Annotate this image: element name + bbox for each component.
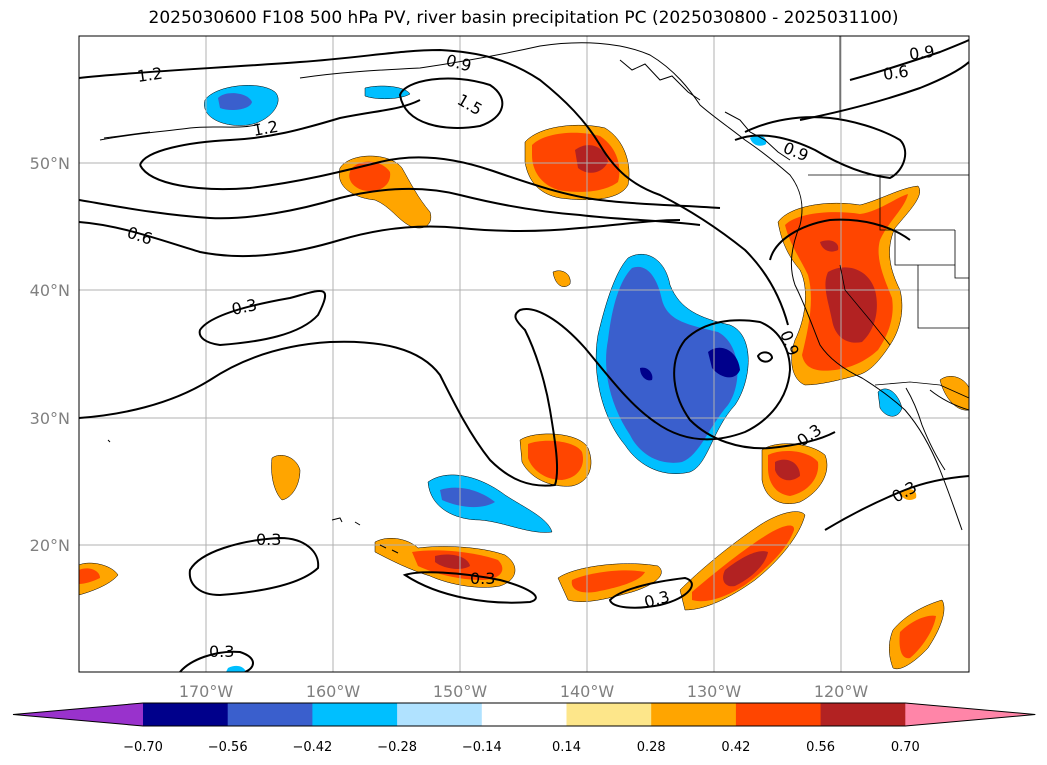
positive-anomaly-region bbox=[899, 615, 936, 659]
positive-anomaly-region bbox=[820, 240, 839, 252]
negative-anomaly-region bbox=[226, 665, 246, 672]
colorbar-tick-label: −0.70 bbox=[123, 740, 163, 755]
map-frame bbox=[78, 35, 970, 673]
lat-label-50n: 50°N bbox=[30, 154, 70, 173]
contour-label: 0.3 bbox=[256, 530, 281, 549]
lon-label-160w: 160°W bbox=[306, 682, 361, 701]
colorbar-segment bbox=[397, 703, 483, 726]
negative-anomaly-region bbox=[218, 93, 252, 110]
negative-anomaly-region bbox=[440, 487, 495, 508]
positive-anomaly-region bbox=[775, 459, 800, 481]
lon-label-120w: 120°W bbox=[814, 682, 869, 701]
colorbar-segment bbox=[651, 703, 737, 726]
positive-anomaly-region bbox=[552, 270, 571, 287]
positive-anomaly-region bbox=[271, 455, 301, 501]
positive-anomaly-region bbox=[528, 440, 584, 480]
positive-anomaly-region bbox=[79, 568, 100, 584]
contour-label: 0.3 bbox=[470, 569, 495, 588]
colorbar-tick-label: 0.70 bbox=[891, 740, 920, 755]
positive-anomaly-region bbox=[435, 554, 470, 569]
negative-anomaly-region bbox=[364, 85, 411, 99]
colorbar-tick-label: −0.28 bbox=[377, 740, 417, 755]
colorbar-segment bbox=[735, 703, 822, 726]
positive-anomaly-region bbox=[723, 551, 768, 587]
colorbar-extension-min bbox=[13, 703, 143, 726]
positive-anomaly-region bbox=[825, 267, 877, 343]
positive-anomaly-region bbox=[349, 161, 391, 192]
colorbar: −0.70 −0.56 −0.42 −0.28 −0.14 0.14 0.28 0.42 0.5… bbox=[12, 702, 1036, 755]
contour-label: 1.2 bbox=[251, 117, 279, 140]
negative-anomaly-region bbox=[640, 367, 653, 381]
lon-label-150w: 150°W bbox=[433, 682, 488, 701]
colorbar-tick-label: −0.56 bbox=[208, 740, 248, 755]
colorbar-tick-label: 0.56 bbox=[806, 740, 835, 755]
lon-label-140w: 140°W bbox=[560, 682, 615, 701]
latitude-labels: 50°N 40°N 30°N 20°N bbox=[30, 154, 70, 555]
colorbar-tick-label: −0.42 bbox=[292, 740, 332, 755]
colorbar-segment bbox=[143, 703, 229, 726]
contour-label: 0.3 bbox=[230, 295, 259, 319]
map-title: 2025030600 F108 500 hPa PV, river basin … bbox=[148, 8, 899, 28]
colorbar-segment bbox=[227, 703, 313, 726]
colorbar-segment bbox=[312, 703, 398, 726]
pv-contours bbox=[79, 39, 969, 672]
lon-label-170w: 170°W bbox=[179, 682, 234, 701]
colorbar-tick-label: 0.42 bbox=[721, 740, 750, 755]
contour-label: 0.6 bbox=[882, 62, 910, 84]
negative-anomaly-region bbox=[606, 266, 738, 463]
colorbar-tick-label: 0.14 bbox=[552, 740, 581, 755]
colorbar-segment bbox=[820, 703, 906, 726]
negative-anomaly-region bbox=[708, 347, 740, 378]
negative-anomaly-region bbox=[877, 388, 903, 417]
longitude-labels: 170°W 160°W 150°W 140°W 130°W 120°W bbox=[179, 682, 869, 701]
lon-label-130w: 130°W bbox=[687, 682, 742, 701]
contour-label: 1.2 bbox=[136, 64, 164, 86]
contour-label: 0.9 bbox=[908, 42, 936, 64]
colorbar-tick-label: −0.14 bbox=[462, 740, 502, 755]
colorbar-segment bbox=[481, 703, 567, 726]
positive-anomaly-region bbox=[939, 376, 969, 411]
colorbar-segment bbox=[566, 703, 652, 726]
colorbar-tick-label: 0.28 bbox=[637, 740, 666, 755]
positive-anomaly-region bbox=[575, 145, 608, 173]
lat-label-40n: 40°N bbox=[30, 281, 70, 300]
political-borders bbox=[808, 36, 969, 399]
islands bbox=[103, 131, 399, 554]
lat-label-20n: 20°N bbox=[30, 536, 70, 555]
colorbar-extension-max bbox=[905, 703, 1036, 726]
map-plot-area: 1.2 1.2 0.9 1.5 0.9 0.6 0.9 0.6 0.3 0.9 … bbox=[79, 36, 969, 672]
lat-label-30n: 30°N bbox=[30, 409, 70, 428]
colorbar-outline bbox=[12, 702, 1036, 727]
positive-anomaly-region bbox=[571, 570, 645, 593]
contour-label: 0.3 bbox=[209, 642, 234, 661]
precip-anomaly-fill bbox=[79, 85, 969, 672]
positive-anomaly-region bbox=[900, 489, 917, 500]
